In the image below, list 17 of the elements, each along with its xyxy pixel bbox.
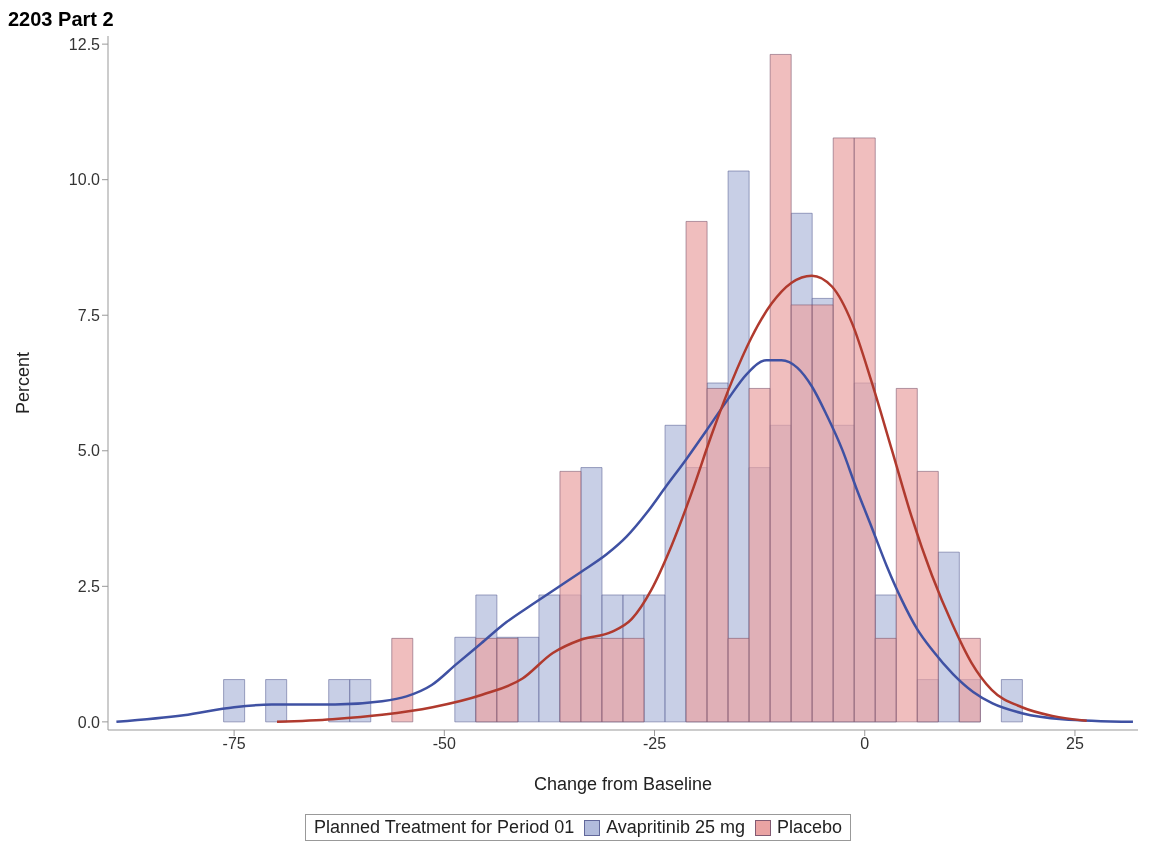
x-tick-label: -25	[642, 735, 667, 753]
y-tick-label: 12.5	[68, 35, 101, 53]
x-tick-label: -50	[432, 735, 456, 753]
x-axis-title: Change from Baseline	[533, 774, 713, 794]
legend-title: Planned Treatment for Period 01	[314, 817, 575, 838]
y-tick-label: 0.0	[77, 713, 101, 731]
legend-label: Placebo	[776, 817, 842, 838]
x-tick-label: 25	[1066, 735, 1084, 753]
y-axis-title: Percent	[13, 351, 34, 415]
y-tick-label: 5.0	[77, 442, 101, 460]
y-tick-label: 2.5	[77, 578, 101, 595]
chart-title: 2203 Part 2	[8, 8, 115, 30]
x-tick-label: -75	[222, 735, 246, 753]
x-tick-label: 0	[860, 735, 870, 753]
y-tick-label: 10.0	[68, 171, 101, 189]
legend-label: Avapritinib 25 mg	[606, 817, 745, 838]
y-tick-label: 7.5	[77, 306, 101, 324]
